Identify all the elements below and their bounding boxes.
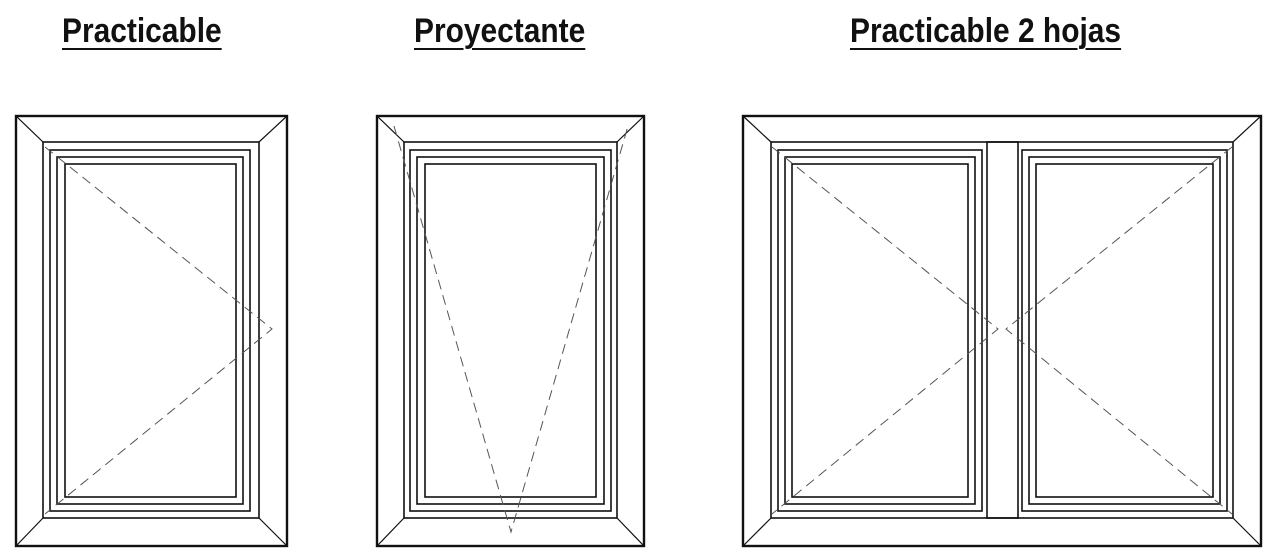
outer-frame	[14, 114, 289, 548]
frame-miter	[258, 517, 288, 547]
left-glass-pane	[791, 163, 969, 498]
sash-outer-edge	[409, 149, 612, 512]
frame-miter	[742, 115, 772, 143]
double-casement-window-title: Practicable 2 hojas	[850, 12, 1122, 50]
opening-direction-lines	[44, 146, 273, 515]
opening-direction-lines	[393, 125, 629, 534]
sash-mid-edge	[56, 156, 244, 505]
left-sash-mid-edge	[784, 156, 976, 505]
top-hung-window-title: Proyectante	[414, 12, 586, 50]
frame-miter	[616, 517, 645, 547]
frame-miter	[15, 517, 44, 547]
frame-miter	[742, 517, 772, 547]
top-hung-window	[375, 114, 646, 548]
frame-inner-edge	[403, 141, 618, 519]
left-opening-direction-lines	[771, 146, 999, 515]
casement-window-title: Practicable	[62, 12, 222, 50]
frame-inner-edge	[42, 141, 260, 519]
frame-miter	[1232, 517, 1262, 547]
sash-outer-edge	[49, 149, 251, 512]
frame-miter	[258, 115, 288, 143]
frame-miter	[376, 115, 405, 143]
right-glass-pane	[1035, 163, 1214, 498]
glass-pane	[64, 163, 237, 498]
frame-miter	[616, 115, 645, 143]
right-sash-outer-edge	[1021, 149, 1228, 512]
left-sash-outer-edge	[777, 149, 983, 512]
sash-mid-edge	[416, 156, 605, 505]
frame-miter	[1232, 115, 1262, 143]
central-mullion	[986, 141, 1019, 519]
glass-pane	[424, 163, 597, 498]
frame-miter	[376, 517, 405, 547]
casement-window	[14, 114, 289, 548]
double-casement-window	[741, 114, 1263, 548]
outer-frame	[375, 114, 646, 548]
frame-miter	[15, 115, 44, 143]
right-sash-mid-edge	[1028, 156, 1221, 505]
right-opening-direction-lines	[1005, 146, 1233, 515]
outer-frame	[741, 114, 1263, 548]
